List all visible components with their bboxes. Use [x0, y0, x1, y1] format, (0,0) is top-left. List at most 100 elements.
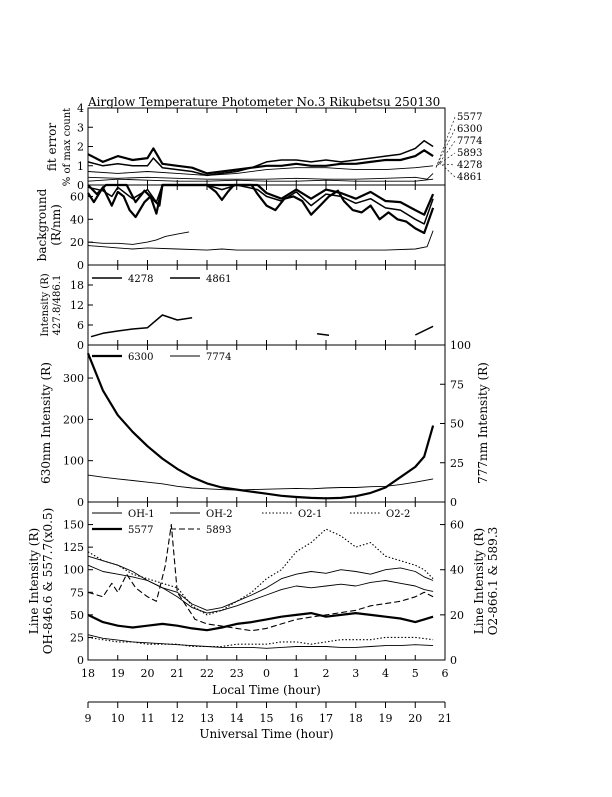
line-intensity-y-tick-label: 75 [70, 586, 84, 599]
red-green-y-tick-label: 0 [77, 496, 84, 509]
legend-o2-1-label: O2-1 [298, 509, 322, 520]
universal-time-tick-label: 11 [141, 712, 155, 725]
series-leader-line [437, 140, 456, 166]
local-time-tick-label: 2 [323, 667, 330, 680]
blue-lines-line [414, 325, 434, 336]
line-intensity-ylabel-right-sub: O2-866.1 & 589.3 [486, 527, 500, 636]
universal-time-tick-label: 20 [408, 712, 422, 725]
line-intensity-line [87, 555, 434, 611]
local-time-tick-label: 6 [442, 667, 449, 680]
series-leader-line [435, 128, 456, 167]
local-time-tick-label: 1 [293, 667, 300, 680]
blue-lines-line [90, 314, 193, 338]
fit-error-y-tick-label: 3 [77, 121, 84, 134]
background-line [87, 183, 435, 216]
line-intensity-y-tick-label: 125 [63, 541, 84, 554]
series-leader-line [438, 163, 456, 166]
local-time-tick-label: 4 [382, 667, 389, 680]
line-intensity-y-tick-label: 100 [63, 564, 84, 577]
local-time-tick-label: 5 [412, 667, 419, 680]
line-intensity-y-right-tick-label: 20 [450, 609, 464, 622]
legend-5577-label: 5577 [128, 525, 153, 536]
series-end-label: 5577 [457, 112, 482, 123]
background-y-tick-label: 40 [70, 213, 84, 226]
red-green-ylabel-right: 777nm Intensity (R) [476, 362, 490, 484]
line-intensity-line [87, 636, 434, 648]
red-green-y-tick-label: 300 [63, 372, 84, 385]
series-end-label: 6300 [457, 124, 482, 135]
fit-error-y-tick-label: 1 [77, 160, 84, 173]
local-time-tick-label: 19 [111, 667, 125, 680]
blue-lines-y-tick-label: 18 [70, 279, 84, 292]
universal-time-tick-label: 19 [379, 712, 393, 725]
legend-o2-2-label: O2-2 [386, 509, 410, 520]
blue-lines-line [317, 332, 330, 337]
universal-time-tick-label: 12 [170, 712, 184, 725]
line-intensity-y-right-tick-label: 40 [450, 564, 464, 577]
line-intensity-y-tick-label: 50 [70, 609, 84, 622]
legend-5893-label: 5893 [206, 525, 231, 536]
universal-time-tick-label: 18 [349, 712, 363, 725]
blue-lines-y-tick-label: 0 [77, 339, 84, 352]
universal-time-tick-label: 13 [200, 712, 214, 725]
line-intensity-ylabel-left-sub: OH-846.6 & 557.7(x0.5) [41, 508, 55, 655]
local-time-tick-label: 3 [352, 667, 359, 680]
universal-time-tick-label: 21 [438, 712, 452, 725]
series-end-label: 5893 [457, 148, 482, 159]
line-intensity-ylabel-left: Line Intensity (R) [27, 528, 41, 634]
background-y-tick-label: 20 [70, 236, 84, 249]
blue-lines-ylabel-units: 427.8/486.1 [52, 275, 63, 336]
background-ylabel-units: (R/nm) [49, 204, 63, 246]
blue-lines-y-tick-label: 12 [70, 299, 84, 312]
background-y-tick-label: 60 [70, 190, 84, 203]
universal-time-tick-label: 15 [260, 712, 274, 725]
fit-error-line [87, 147, 434, 175]
fit-error-ylabel: fit error [45, 123, 59, 171]
red-green-y-tick-label: 100 [63, 455, 84, 468]
fit-error-panel [87, 107, 446, 186]
series-leader-line [437, 152, 456, 166]
background-line [87, 230, 434, 251]
red-green-y-right-tick-label: 0 [450, 496, 457, 509]
local-time-tick-label: 21 [170, 667, 184, 680]
series-leader-line [435, 116, 456, 168]
legend-oh-2-label: OH-2 [206, 509, 233, 520]
line-intensity-line [87, 528, 434, 616]
line-intensity-y-tick-label: 0 [77, 654, 84, 667]
background-y-tick-label: 0 [77, 259, 84, 272]
line-intensity-ylabel-right: Line Intensity (R) [472, 528, 486, 634]
local-time-tick-label: 18 [81, 667, 95, 680]
legend-7774-label: 7774 [206, 352, 231, 363]
series-end-label: 7774 [457, 136, 482, 147]
fit-error-line [87, 139, 434, 177]
local-time-tick-label: 0 [263, 667, 270, 680]
universal-time-tick-label: 17 [319, 712, 333, 725]
background-line [87, 183, 435, 235]
legend-oh-1-label: OH-1 [128, 509, 155, 520]
red-green-y-right-tick-label: 75 [450, 378, 464, 391]
legend-6300-label: 6300 [128, 352, 153, 363]
red-green-ylabel-left: 630nm Intensity (R) [39, 362, 53, 484]
fit-error-ylabel-units: % of max count [62, 108, 73, 186]
blue-lines-y-tick-label: 6 [77, 319, 84, 332]
line-intensity-line [87, 564, 434, 614]
background-ylabel: background [35, 188, 49, 261]
red-green-panel [87, 344, 446, 503]
red-green-y-right-tick-label: 50 [450, 418, 464, 431]
universal-time-tick-label: 10 [111, 712, 125, 725]
background-line [87, 231, 190, 245]
fit-error-line [87, 165, 434, 176]
universal-time-tick-label: 14 [230, 712, 244, 725]
legend-4861-label: 4861 [206, 274, 231, 285]
series-end-label: 4278 [457, 160, 482, 171]
red-green-y-tick-label: 200 [63, 413, 84, 426]
line-intensity-line [87, 634, 434, 649]
line-intensity-line [87, 612, 434, 632]
line-intensity-y-right-tick-label: 60 [450, 519, 464, 532]
red-green-y-right-tick-label: 100 [450, 339, 471, 352]
local-time-axis-label: Local Time (hour) [212, 683, 321, 697]
universal-time-tick-label: 16 [289, 712, 303, 725]
fit-error-y-tick-label: 2 [77, 141, 84, 154]
red-green-line [86, 352, 435, 500]
local-time-tick-label: 23 [230, 667, 244, 680]
